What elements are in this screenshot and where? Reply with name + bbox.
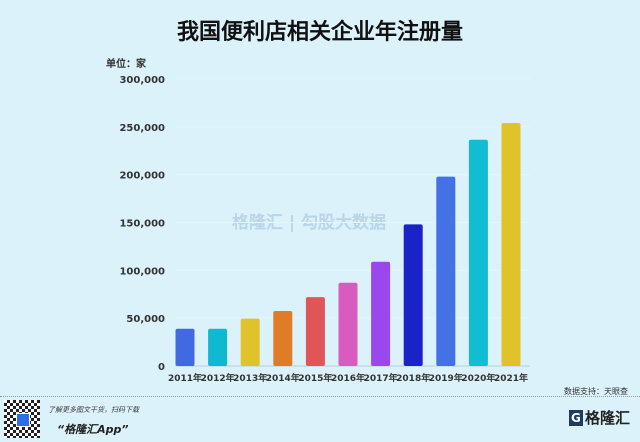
y-tick-label: 250,000 [119, 123, 165, 134]
x-tick-label: 2016年 [331, 372, 365, 384]
brand-logo: G 格隆汇 [568, 407, 630, 428]
y-tick-label: 100,000 [119, 266, 165, 277]
qr-code [4, 400, 40, 438]
bar-2015年 [305, 297, 325, 366]
x-tick-label: 2014年 [266, 372, 300, 384]
bar-2020年 [468, 139, 488, 366]
x-tick-label: 2013年 [233, 372, 267, 384]
bar-2014年 [273, 310, 293, 366]
bar-2012年 [208, 328, 228, 366]
x-tick-label: 2017年 [364, 372, 398, 384]
bar-2011年 [175, 328, 195, 366]
y-tick-label: 300,000 [119, 75, 165, 86]
bar-2018年 [403, 224, 423, 366]
x-tick-label: 2020年 [461, 372, 495, 384]
data-source: 数据支持：天眼查 [564, 387, 628, 396]
y-tick-label: 0 [158, 362, 165, 373]
y-tick-label: 150,000 [119, 219, 165, 230]
x-tick-label: 2015年 [298, 372, 332, 384]
chart-title: 我国便利店相关企业年注册量 [176, 20, 463, 45]
x-tick-label: 2011年 [168, 372, 202, 384]
bar-2016年 [338, 282, 358, 366]
x-tick-label: 2021年 [494, 372, 528, 384]
bar-2021年 [501, 123, 521, 366]
logo-text: 格隆汇 [584, 409, 630, 427]
logo-g-icon: G [568, 409, 583, 426]
bar-2019年 [436, 176, 456, 366]
bar-chart: 0 50,000 100,000 150,000 200,000 250,000 300,0… [119, 75, 530, 384]
x-tick-label: 2018年 [396, 372, 430, 384]
x-tick-label: 2019年 [429, 372, 463, 384]
bar-2017年 [371, 261, 391, 366]
unit-label: 单位：家 [106, 59, 146, 70]
app-name: “格隆汇App” [57, 423, 129, 436]
y-tick-label: 50,000 [126, 314, 165, 325]
promo-text: 了解更多图文干货，扫码下载 [48, 406, 139, 414]
x-tick-label: 2012年 [201, 372, 235, 384]
bar-2013年 [240, 318, 260, 366]
y-tick-label: 200,000 [119, 171, 165, 182]
footer-divider [0, 396, 640, 397]
